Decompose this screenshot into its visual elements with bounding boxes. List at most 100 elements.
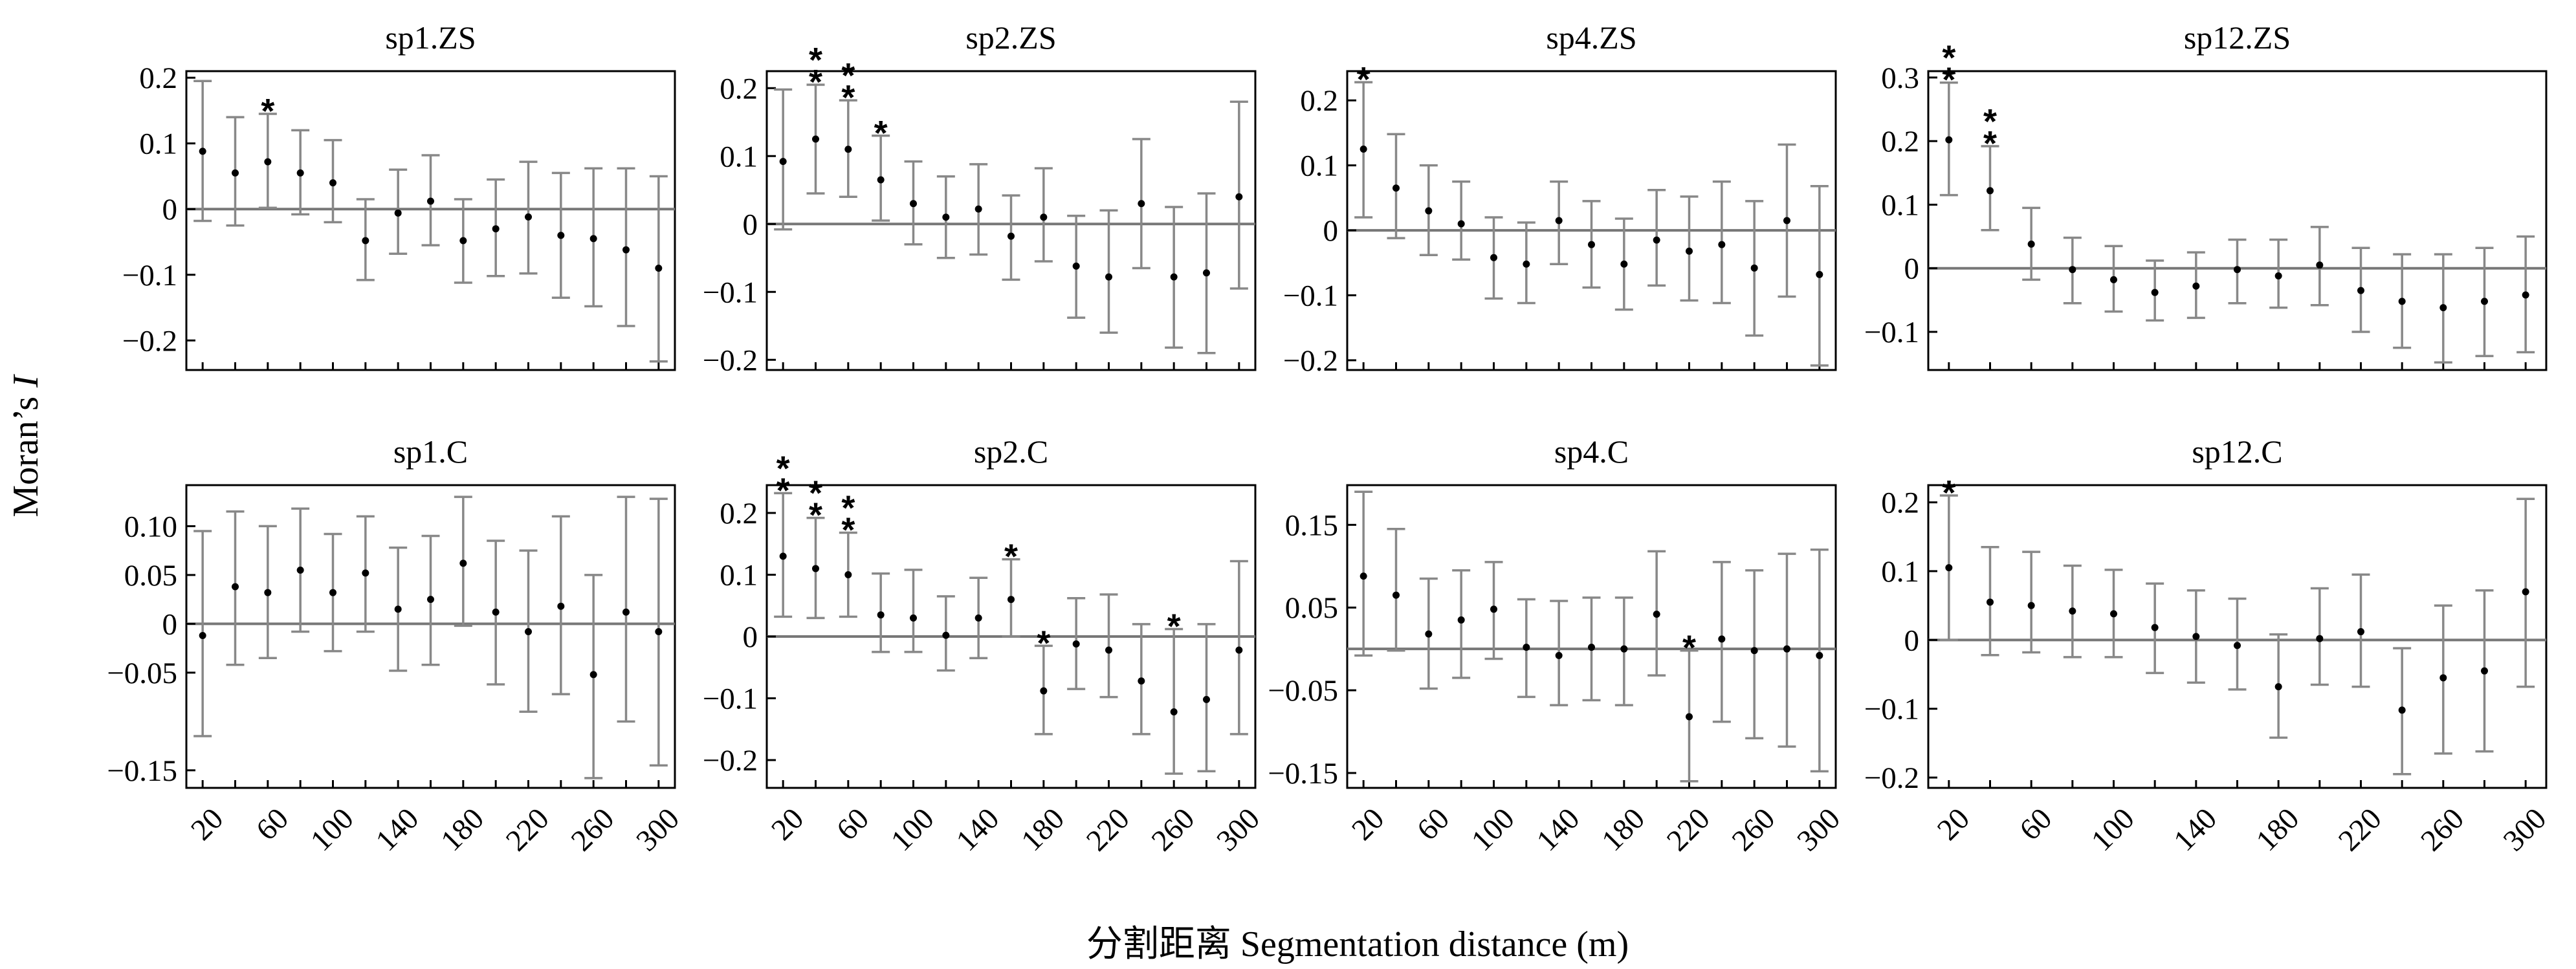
significance-star: * xyxy=(874,114,888,153)
data-point xyxy=(427,197,434,205)
data-point xyxy=(1686,713,1693,721)
data-point xyxy=(1816,270,1823,278)
significance-star: * xyxy=(841,511,855,550)
significance-star: * xyxy=(1682,629,1696,668)
y-tick-label: −0.2 xyxy=(703,744,758,778)
x-tick-label: 300 xyxy=(1210,801,1266,858)
x-tick-label: 140 xyxy=(1530,801,1587,858)
x-tick-label: 180 xyxy=(1595,801,1651,858)
panel-sp2-ZS: sp2.ZS0.20.10−0.1−0.2** *** xyxy=(703,19,1257,377)
data-point xyxy=(2439,674,2447,682)
y-tick-label: −0.15 xyxy=(107,754,177,788)
y-tick-label: 0 xyxy=(1904,624,1920,657)
y-tick-label: −0.2 xyxy=(1864,761,1919,795)
significance-star: * xyxy=(841,56,855,95)
y-tick-label: 0.2 xyxy=(1300,84,1338,118)
data-point xyxy=(974,614,982,622)
data-point xyxy=(2234,642,2241,649)
data-point xyxy=(232,169,239,177)
data-point xyxy=(199,147,206,155)
x-axis-label: 分割距离 Segmentation distance (m) xyxy=(1086,924,1629,964)
x-tick-label: 260 xyxy=(565,801,621,858)
x-tick-label: 100 xyxy=(304,801,360,858)
data-point xyxy=(1007,596,1015,604)
panel-title: sp1.C xyxy=(393,433,468,470)
data-point xyxy=(1457,616,1465,624)
y-tick-label: 0.2 xyxy=(139,61,177,95)
data-point xyxy=(1490,605,1497,613)
data-point xyxy=(622,608,630,616)
significance-star: * xyxy=(1942,474,1955,512)
significance-star: * xyxy=(1983,102,1997,141)
data-point xyxy=(557,602,565,610)
data-point xyxy=(2316,261,2324,269)
significance-star: * xyxy=(1004,538,1018,576)
x-tick-label: 180 xyxy=(1015,801,1071,858)
significance-star: * xyxy=(809,474,822,513)
y-tick-label: 0.3 xyxy=(1881,61,1919,95)
data-point xyxy=(2192,282,2200,290)
data-point xyxy=(622,246,630,254)
data-point xyxy=(1203,269,1210,277)
y-tick-label: 0.1 xyxy=(1300,149,1338,183)
data-point xyxy=(2069,607,2076,615)
significance-star: * xyxy=(809,63,822,102)
data-point xyxy=(525,627,532,635)
significance-star: * xyxy=(809,41,822,80)
data-point xyxy=(910,200,917,208)
data-point xyxy=(2522,291,2529,299)
data-point xyxy=(1783,217,1790,224)
panel-sp4-ZS: sp4.ZS 0.2 0.1 0 −0.1 −0.2 * xyxy=(1283,19,1837,378)
data-point xyxy=(1040,213,1048,221)
data-point xyxy=(1105,273,1112,281)
x-tick-label: 140 xyxy=(950,801,1006,858)
y-tick-label: −0.1 xyxy=(1864,316,1919,349)
data-point xyxy=(427,596,434,604)
data-point xyxy=(1588,241,1595,248)
y-tick-label: −0.2 xyxy=(1283,344,1338,378)
panel-title: sp12.ZS xyxy=(2184,19,2291,56)
significance-star: * xyxy=(776,449,790,488)
x-tick-label: 220 xyxy=(1080,801,1136,858)
data-point xyxy=(1686,247,1693,255)
significance-star: * xyxy=(1942,61,1955,100)
data-point xyxy=(1360,146,1367,153)
panel-sp12-C: sp12.C 0.2 0.1 0 −0.1 −0.2 20 60 100 140 180 220 260… xyxy=(1864,433,2553,858)
y-tick-label: −0.15 xyxy=(1268,757,1338,790)
x-tick-label: 180 xyxy=(434,801,490,858)
significance-star: * xyxy=(776,471,790,510)
panel-sp1-ZS: sp1.ZS 0.2 0.1 0 −0.1 −0.2 * xyxy=(122,19,676,371)
data-point xyxy=(1523,260,1530,268)
data-point xyxy=(2069,266,2076,274)
y-tick-label: 0 xyxy=(743,208,758,241)
x-tick-label: 180 xyxy=(2250,801,2306,858)
y-tick-label: 0.2 xyxy=(1881,125,1919,158)
y-tick-label: 0 xyxy=(1323,214,1339,248)
data-point xyxy=(2234,266,2241,274)
data-point xyxy=(2316,635,2324,642)
data-point xyxy=(2192,633,2200,640)
y-tick-label: 0.2 xyxy=(1881,486,1919,520)
data-point xyxy=(877,176,885,184)
y-tick-label: 0.1 xyxy=(720,140,758,173)
data-point xyxy=(264,589,272,596)
y-tick-label: −0.2 xyxy=(122,324,177,358)
significance-star: * xyxy=(261,92,274,131)
data-point xyxy=(1393,184,1400,192)
significance-star: * xyxy=(1983,124,1997,163)
significance-star: * xyxy=(1942,39,1955,78)
data-point xyxy=(362,237,369,245)
data-point xyxy=(2522,588,2529,596)
data-point xyxy=(2398,298,2406,305)
data-point xyxy=(655,265,663,272)
data-point xyxy=(2110,610,2117,618)
panel-title: sp12.C xyxy=(2192,433,2282,470)
data-point xyxy=(296,169,304,177)
x-tick-label: 60 xyxy=(2013,801,2058,847)
y-tick-label: 0.1 xyxy=(1881,188,1919,222)
plot-frame xyxy=(1927,70,2548,371)
y-axis-label: Moran’s I xyxy=(6,374,46,517)
x-tick-label: 260 xyxy=(1145,801,1202,858)
y-tick-label: −0.2 xyxy=(703,343,758,377)
